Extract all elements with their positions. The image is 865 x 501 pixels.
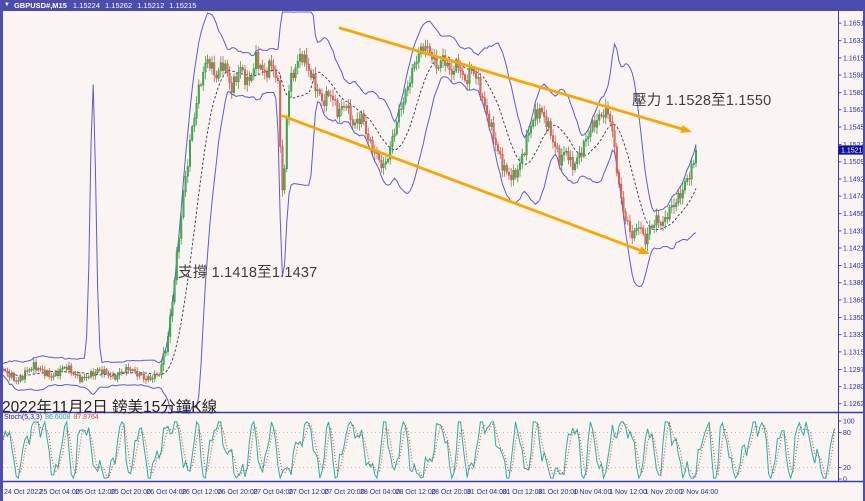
price-axis-label: 1.12975 (843, 367, 865, 374)
quote-open: 1.15224 (72, 1, 101, 10)
time-axis-label: 26 Oct 20:00 (218, 489, 258, 496)
price-axis[interactable]: 1.16510 1.16330 1.16155 1.15980 1.15800 1.156… (838, 21, 865, 484)
time-axis-label: 27 Oct 04:00 (253, 489, 293, 496)
stochastic-panel (2, 420, 837, 481)
time-axis-label: 27 Oct 20:00 (324, 489, 364, 496)
price-axis-label: 1.14390 (843, 228, 865, 235)
time-axis-label: 26 Oct 04:00 (146, 489, 186, 496)
price-axis-label: 1.16330 (843, 38, 865, 45)
time-axis-label: 25 Oct 12:00 (75, 489, 115, 496)
date-caption: 2022年11月2日 鎊美15分鐘K線 (2, 399, 218, 416)
current-price-label: 1.15215 (841, 148, 865, 155)
stoch-scale-label: 20 (843, 465, 851, 472)
bollinger-bands (2, 11, 697, 412)
price-axis-label: 1.15450 (843, 124, 865, 131)
stoch-signal-line (2, 421, 836, 479)
window-border-left (0, 0, 3, 501)
time-axis-label: 28 Oct 12:00 (396, 489, 436, 496)
stoch-signal-value: 87.8764 (73, 414, 99, 421)
price-axis-label: 1.13860 (843, 280, 865, 287)
support-annotation: 支撐 1.1418至1.1437 (178, 265, 318, 281)
price-axis-label: 1.15980 (843, 72, 865, 79)
time-axis-label: 31 Oct 12:00 (502, 489, 542, 496)
chart-titlebar: ▼ GBPUSD#,M15 1.15224 1.15262 1.15212 1.15215 (0, 0, 865, 11)
stoch-scale-label: 0 (843, 476, 847, 483)
stoch-main-value: 86.6008 (45, 414, 71, 421)
time-axis-label: 25 Oct 20:00 (111, 489, 151, 496)
price-axis-label: 1.12800 (843, 384, 865, 391)
quote-low: 1.15212 (137, 1, 165, 10)
stoch-scale-label: 100 (843, 418, 855, 425)
price-axis-label: 1.13155 (843, 349, 865, 356)
price-axis-label: 1.14215 (843, 245, 865, 252)
price-axis-label: 1.13505 (843, 315, 865, 322)
time-axis-label: 31 Oct 20:00 (538, 489, 578, 496)
time-axis-label: 31 Oct 04:00 (467, 489, 507, 496)
price-axis-label: 1.15800 (843, 90, 865, 97)
price-axis-label: 1.14035 (843, 263, 865, 270)
stoch-scale-label: 80 (843, 430, 851, 437)
time-axis-label: 1 Nov 20:00 (645, 489, 683, 496)
stoch-name: Stoch(5,3,3) (4, 414, 43, 421)
time-axis-label: 2 Nov 04:00 (680, 489, 718, 496)
time-axis-label: 25 Oct 04:00 (40, 489, 80, 496)
price-axis-label: 1.13685 (843, 297, 865, 304)
price-axis-label: 1.14745 (843, 194, 865, 201)
symbol-period-label: GBPUSD#,M15 (13, 1, 67, 10)
current-price-box (838, 145, 865, 155)
time-axis-label: 26 Oct 12:00 (182, 489, 222, 496)
price-axis-label: 1.15095 (843, 159, 865, 166)
price-axis-label: 1.12625 (843, 401, 865, 408)
trend-channel[interactable] (281, 26, 692, 255)
stoch-main-line (2, 420, 836, 481)
time-axis-label: 24 Oct 2022 (4, 489, 42, 496)
window-border-right (863, 0, 865, 501)
quote-close: 1.15215 (169, 1, 197, 10)
price-axis-label: 1.13330 (843, 332, 865, 339)
price-axis-label: 1.16155 (843, 55, 865, 62)
time-axis-label: 1 Nov 04:00 (574, 489, 612, 496)
symbol-dropdown-icon[interactable]: ▼ (4, 2, 10, 8)
price-axis-label: 1.14920 (843, 176, 865, 183)
price-axis-label: 1.14565 (843, 211, 865, 218)
stochastic-indicator-label: Stoch(5,3,3) 86.6008 87.8764 (4, 414, 99, 421)
price-axis-label: 1.16510 (843, 21, 865, 28)
time-axis-label: 27 Oct 12:00 (289, 489, 329, 496)
time-axis-label: 1 Nov 12:00 (609, 489, 647, 496)
resistance-annotation: 壓力 1.1528至1.1550 (632, 93, 772, 109)
candlesticks (2, 39, 698, 385)
price-axis-label: 1.15625 (843, 107, 865, 114)
time-axis-label: 28 Oct 04:00 (360, 489, 400, 496)
quote-high: 1.15262 (105, 1, 133, 10)
time-axis-label: 28 Oct 20:00 (431, 489, 471, 496)
